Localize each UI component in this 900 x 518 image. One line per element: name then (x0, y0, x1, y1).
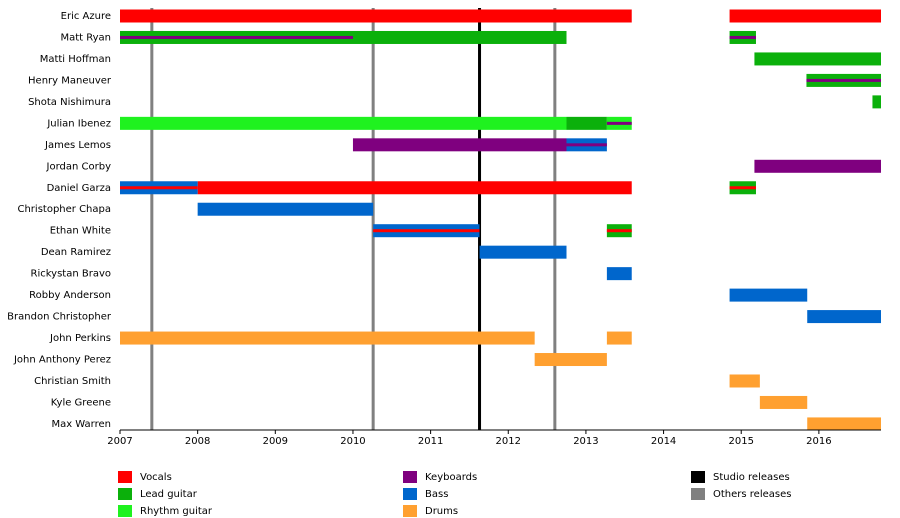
role-bar (197, 202, 374, 216)
role-bar (120, 331, 535, 345)
legend-label: Drums (425, 506, 458, 517)
role-bar (197, 181, 632, 195)
legend-swatch (691, 471, 705, 483)
member-label: Brandon Christopher (7, 312, 112, 323)
role-bar (352, 138, 567, 152)
member-label: James Lemos (44, 140, 111, 151)
role-bar (534, 353, 607, 367)
secondary-role-bar (806, 78, 881, 82)
member-label: Daniel Garza (47, 183, 111, 194)
member-label: Julian Ibenez (46, 118, 111, 129)
legend-swatch (403, 471, 417, 483)
secondary-role-bar (606, 121, 632, 125)
role-bar (754, 52, 881, 66)
member-label: Rickystan Bravo (31, 269, 112, 280)
member-label: Matti Hoffman (40, 54, 111, 65)
member-label: Robby Anderson (29, 290, 111, 301)
member-label: Henry Maneuver (28, 75, 112, 86)
legend-label: Lead guitar (140, 489, 198, 500)
legend-label: Bass (425, 489, 448, 500)
legend-swatch (118, 471, 132, 483)
member-label: Dean Ramirez (41, 247, 111, 258)
member-label: Christian Smith (34, 376, 111, 387)
secondary-role-bar (729, 35, 756, 39)
role-bar (729, 9, 881, 23)
x-tick-label: 2015 (728, 436, 753, 447)
x-tick-label: 2007 (107, 436, 132, 447)
role-bar (120, 9, 632, 23)
role-bar (729, 374, 760, 388)
member-label: Max Warren (51, 419, 111, 430)
role-bar (606, 267, 632, 281)
legend-label: Others releases (713, 489, 791, 500)
secondary-role-bar (373, 229, 480, 233)
member-label: Eric Azure (61, 11, 111, 22)
role-bar (566, 116, 607, 130)
member-label: Kyle Greene (51, 397, 111, 408)
x-tick-label: 2009 (263, 436, 288, 447)
role-bar (807, 310, 881, 324)
secondary-role-bar (120, 35, 353, 39)
member-label: Christopher Chapa (17, 204, 111, 215)
role-bar (606, 331, 632, 345)
x-tick-label: 2016 (806, 436, 831, 447)
role-bar (872, 95, 881, 109)
legend-swatch (403, 505, 417, 517)
member-label: John Anthony Perez (13, 355, 111, 366)
legend-label: Studio releases (713, 472, 790, 483)
legend-label: Vocals (140, 472, 172, 483)
legend-label: Rhythm guitar (140, 506, 213, 517)
x-tick-label: 2013 (573, 436, 598, 447)
role-bar (759, 395, 808, 409)
member-label: Jordan Corby (46, 161, 112, 172)
role-bar (807, 417, 881, 431)
x-tick-label: 2012 (496, 436, 521, 447)
x-tick-label: 2014 (651, 436, 676, 447)
legend-swatch (403, 488, 417, 500)
legend-swatch (691, 488, 705, 500)
member-label: John Perkins (49, 333, 111, 344)
member-label: Matt Ryan (60, 32, 111, 43)
secondary-role-bar (566, 143, 607, 147)
role-bar (120, 116, 567, 130)
x-tick-label: 2010 (340, 436, 365, 447)
x-tick-label: 2011 (418, 436, 443, 447)
role-bar (729, 288, 808, 302)
x-tick-label: 2008 (185, 436, 210, 447)
role-bar (479, 245, 567, 259)
secondary-role-bar (120, 186, 198, 190)
role-bar (754, 159, 881, 173)
secondary-role-bar (729, 186, 756, 190)
legend-swatch (118, 488, 132, 500)
legend-label: Keyboards (425, 472, 477, 483)
member-label: Ethan White (50, 226, 111, 237)
legend-swatch (118, 505, 132, 517)
secondary-role-bar (606, 229, 632, 233)
member-label: Shota Nishimura (28, 97, 111, 108)
